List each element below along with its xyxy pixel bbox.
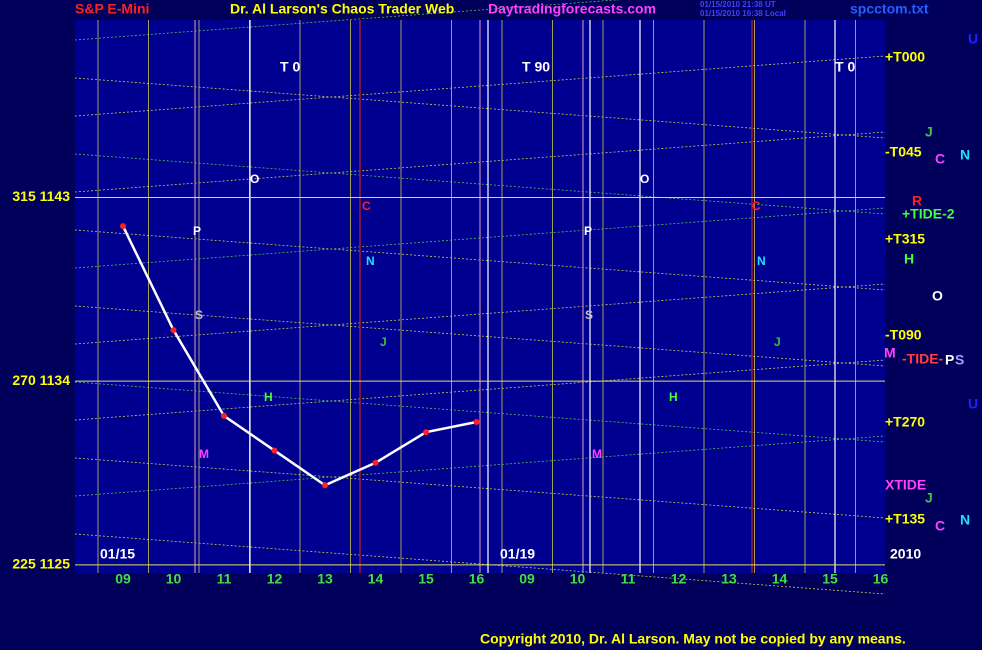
chart-letter: H [264,390,273,404]
right-letter: J [925,124,933,140]
harmonic-line [74,55,886,117]
footer: Copyright 2010, Dr. Al Larson. May not b… [480,631,906,647]
harmonic-line [74,435,886,497]
x-tick-label: 14 [772,571,788,587]
date-label: 2010 [890,546,921,562]
x-tick-label: 10 [166,571,182,587]
chart-letter: H [669,390,678,404]
right-letter: P [945,352,954,368]
decoration [74,0,886,595]
right-letter: U [968,396,978,412]
chart-letter: O [250,172,259,186]
x-tick-label: 16 [469,571,485,587]
right-label: +T270 [885,414,925,430]
price-point [221,412,227,419]
right-label: -TIDE- [902,351,944,367]
chart-letter: M [592,447,602,461]
file-name: spcctom.txt [850,1,929,17]
y-tick-label: 315 1143 [12,188,70,204]
harmonic-line [74,533,886,595]
x-tick-label: 10 [570,571,586,587]
chart-letter: O [640,172,649,186]
harmonic-line [74,283,886,345]
price-point [170,327,177,334]
x-tick-label: 11 [621,571,636,587]
right-label: +T000 [885,49,925,65]
harmonic-line [74,131,886,193]
chart-letter: S [195,308,203,322]
right-letter: H [904,251,914,267]
x-tick-label: 13 [317,571,333,587]
header-title: Dr. Al Larson's Chaos Trader Web [230,1,454,17]
grid [75,197,885,566]
chart-letter: M [199,447,209,461]
x-tick-label: 09 [115,571,131,587]
top-label: T 90 [522,59,550,75]
harmonic-line [74,381,886,443]
right-label: -T090 [885,327,922,343]
right-letter: R [912,193,922,209]
date-label: 01/15 [100,546,135,562]
price-point [473,418,480,425]
price-point [372,459,379,466]
y-tick-label: 270 1134 [12,372,70,388]
harmonic-line [74,305,886,367]
right-label: +TIDE-2 [902,206,955,222]
stamp: 01/15/2010 21:38 UT [700,0,776,9]
price-point [120,223,126,230]
x-tick-label: 12 [267,571,283,587]
x-tick-label: 15 [822,571,838,587]
chart-letter: C [752,199,761,213]
right-label: -T045 [885,144,922,160]
chart-letter: P [584,224,592,238]
right-letter: N [960,512,970,528]
chart-letter: J [380,335,387,349]
price-line [121,225,477,487]
market-name: S&P E-Mini [75,1,149,17]
x-tick-label: 12 [671,571,687,587]
chart-letter: N [757,254,766,268]
right-letter: J [925,490,933,506]
price-point [322,482,328,489]
right-letter: N [960,147,970,163]
harmonic-line [74,207,886,269]
price-point [271,447,278,454]
chart-letter: P [193,224,201,238]
y-tick-label: 225 1125 [12,556,70,572]
x-tick-label: 16 [873,571,889,587]
chart-letter: N [366,254,375,268]
harmonic-line [74,153,886,215]
stamp: 01/15/2010 16:38 Local [700,9,786,18]
x-tick-label: 13 [721,571,737,587]
right-letter: U [968,31,978,47]
right-label: XTIDE [885,477,926,493]
right-letter: O [932,288,943,304]
date-label: 01/19 [500,546,535,562]
harmonic-line [74,457,886,519]
right-letter: S [955,352,964,368]
top-label: T 0 [280,59,300,75]
chart-letter: C [362,199,371,213]
site-name: Daytradingforecasts.com [488,1,656,17]
x-tick-label: 09 [519,571,535,587]
harmonic-line [74,229,886,291]
right-letter: M [884,345,896,361]
right-label: +T315 [885,231,925,247]
x-tick-label: 15 [418,571,434,587]
right-letter: C [935,151,945,167]
right-label: +T135 [885,511,925,527]
x-tick-label: 14 [368,571,384,587]
x-tick-label: 11 [217,571,232,587]
price-point [423,429,429,436]
harmonic-line [74,359,886,421]
chart-letter: S [585,308,593,322]
chart-letter: J [774,335,781,349]
right-letter: C [935,518,945,534]
top-label: T 0 [835,59,855,75]
harmonic-line [74,77,886,139]
